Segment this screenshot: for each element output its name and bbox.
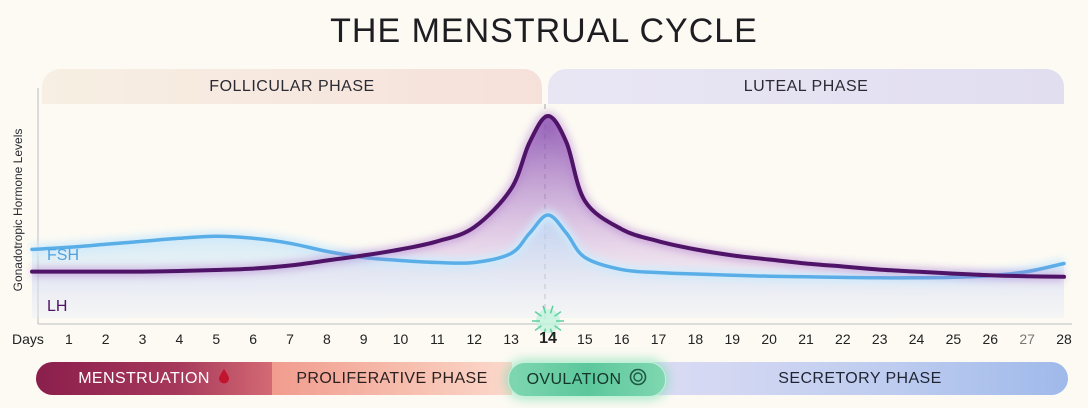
ovulation-burst-ray (534, 310, 542, 317)
x-tick-label: 19 (724, 331, 741, 347)
x-tick-label: 13 (503, 331, 519, 347)
ovulation-burst-ray (542, 305, 547, 314)
x-tick-label: 26 (982, 331, 999, 347)
ovulation-burst-ray (549, 305, 554, 314)
x-tick-label: 9 (359, 331, 368, 347)
ovulation-burst-ray (554, 310, 562, 317)
x-tick-label: 23 (871, 331, 888, 347)
ovulation-burst-ray (542, 328, 547, 337)
x-tick-label: 14 (539, 330, 557, 347)
x-tick-label: 24 (908, 331, 925, 347)
ovulation-burst-icon (532, 305, 564, 337)
x-tick-label: 16 (613, 331, 630, 347)
blood-drop-icon (218, 368, 230, 389)
x-tick-label: 28 (1056, 331, 1072, 347)
ovulation-burst-ray (554, 325, 562, 332)
x-tick-label: 17 (650, 331, 667, 347)
lh-series-line (30, 113, 1066, 279)
follicular-phase-band: FOLLICULAR PHASE (42, 69, 542, 104)
lh-series-label: LH (47, 298, 68, 315)
chart-title: THE MENSTRUAL CYCLE (330, 12, 758, 50)
x-tick-label: 22 (835, 331, 851, 347)
ovulation-burst-glow (536, 309, 560, 333)
x-tick-label: 8 (322, 331, 331, 347)
x-tick-label: 18 (687, 331, 704, 347)
x-tick-label: 6 (249, 331, 258, 347)
x-tick-label: 5 (212, 331, 221, 347)
stage-proliferative: PROLIFERATIVE PHASE (272, 362, 512, 395)
stage-menstruation: MENSTRUATION (36, 362, 272, 395)
stage-proliferative-label: PROLIFERATIVE PHASE (296, 369, 488, 387)
fsh-series-line (30, 213, 1066, 280)
stage-menstruation-label: MENSTRUATION (78, 369, 210, 387)
x-tick-label: 20 (761, 331, 777, 347)
x-tick-label: 3 (138, 331, 147, 347)
x-tick-label: 2 (101, 331, 110, 347)
x-tick-label: 12 (466, 331, 483, 347)
luteal-phase-band: LUTEAL PHASE (548, 69, 1064, 104)
x-tick-label: 1 (64, 331, 73, 347)
x-tick-label: 10 (392, 331, 409, 347)
x-tick-label: 21 (798, 331, 814, 347)
stage-secretory: SECRETORY PHASE (652, 362, 1068, 395)
x-tick-label: 4 (175, 331, 184, 347)
stage-ovulation-label: OVULATION (526, 370, 622, 388)
x-tick-label: 25 (945, 331, 962, 347)
fsh-series-label: FSH (47, 247, 79, 264)
fsh-area-fill (32, 215, 1064, 318)
egg-icon (629, 368, 647, 391)
x-tick-label: 15 (577, 331, 593, 347)
ovulation-burst-ray (534, 325, 542, 332)
stage-secretory-label: SECRETORY PHASE (778, 369, 942, 387)
x-tick-label: 7 (286, 331, 294, 347)
x-tick-label: 27 (1019, 331, 1035, 347)
stage-ovulation: OVULATION (508, 362, 666, 397)
x-axis-label: Days (12, 331, 44, 347)
ovulation-burst-ray (549, 328, 554, 337)
x-tick-label: 11 (430, 331, 445, 347)
